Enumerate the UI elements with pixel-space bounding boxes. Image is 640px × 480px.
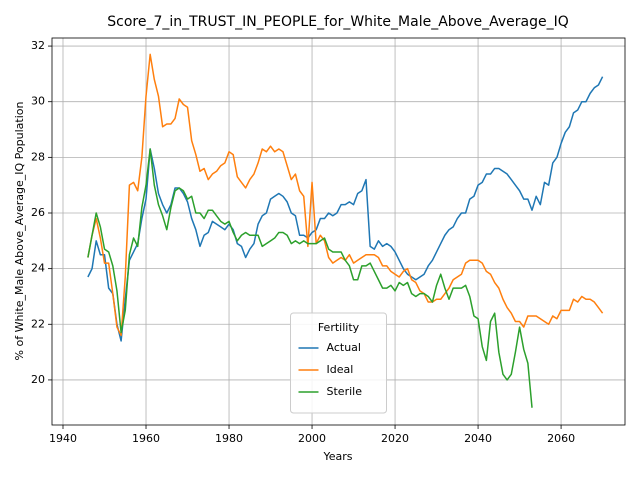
- y-tick-label: 26: [31, 206, 45, 219]
- x-tick-label: 1940: [49, 432, 77, 445]
- line-series: [87, 148, 533, 408]
- x-tick-label: 2020: [381, 432, 409, 445]
- x-tick-label: 2060: [547, 432, 575, 445]
- chart-title: Score_7_in_TRUST_IN_PEOPLE_for_White_Mal…: [107, 14, 569, 30]
- legend: Fertility Actual Ideal Sterile: [290, 312, 387, 414]
- x-tick-label: 2040: [464, 432, 492, 445]
- y-tick-label: 30: [31, 95, 45, 108]
- y-axis-label: % of White_Male Above_Average_IQ Populat…: [13, 101, 26, 360]
- legend-label: Sterile: [327, 385, 363, 398]
- y-tick-label: 28: [31, 150, 45, 163]
- x-axis-label: Years: [322, 450, 352, 463]
- x-tick-label: 2000: [298, 432, 326, 445]
- legend-title: Fertility: [318, 321, 360, 334]
- line-series: [87, 53, 604, 337]
- y-tick-label: 20: [31, 373, 45, 386]
- legend-label: Ideal: [327, 363, 354, 376]
- x-tick-label: 1980: [215, 432, 243, 445]
- x-tick-label: 1960: [132, 432, 160, 445]
- y-tick-label: 24: [31, 262, 45, 275]
- y-tick-label: 32: [31, 39, 45, 52]
- legend-label: Actual: [327, 341, 361, 354]
- legend-box: [290, 312, 387, 414]
- line-series: [87, 76, 604, 342]
- plot-frame: [51, 37, 626, 426]
- y-tick-label: 22: [31, 317, 45, 330]
